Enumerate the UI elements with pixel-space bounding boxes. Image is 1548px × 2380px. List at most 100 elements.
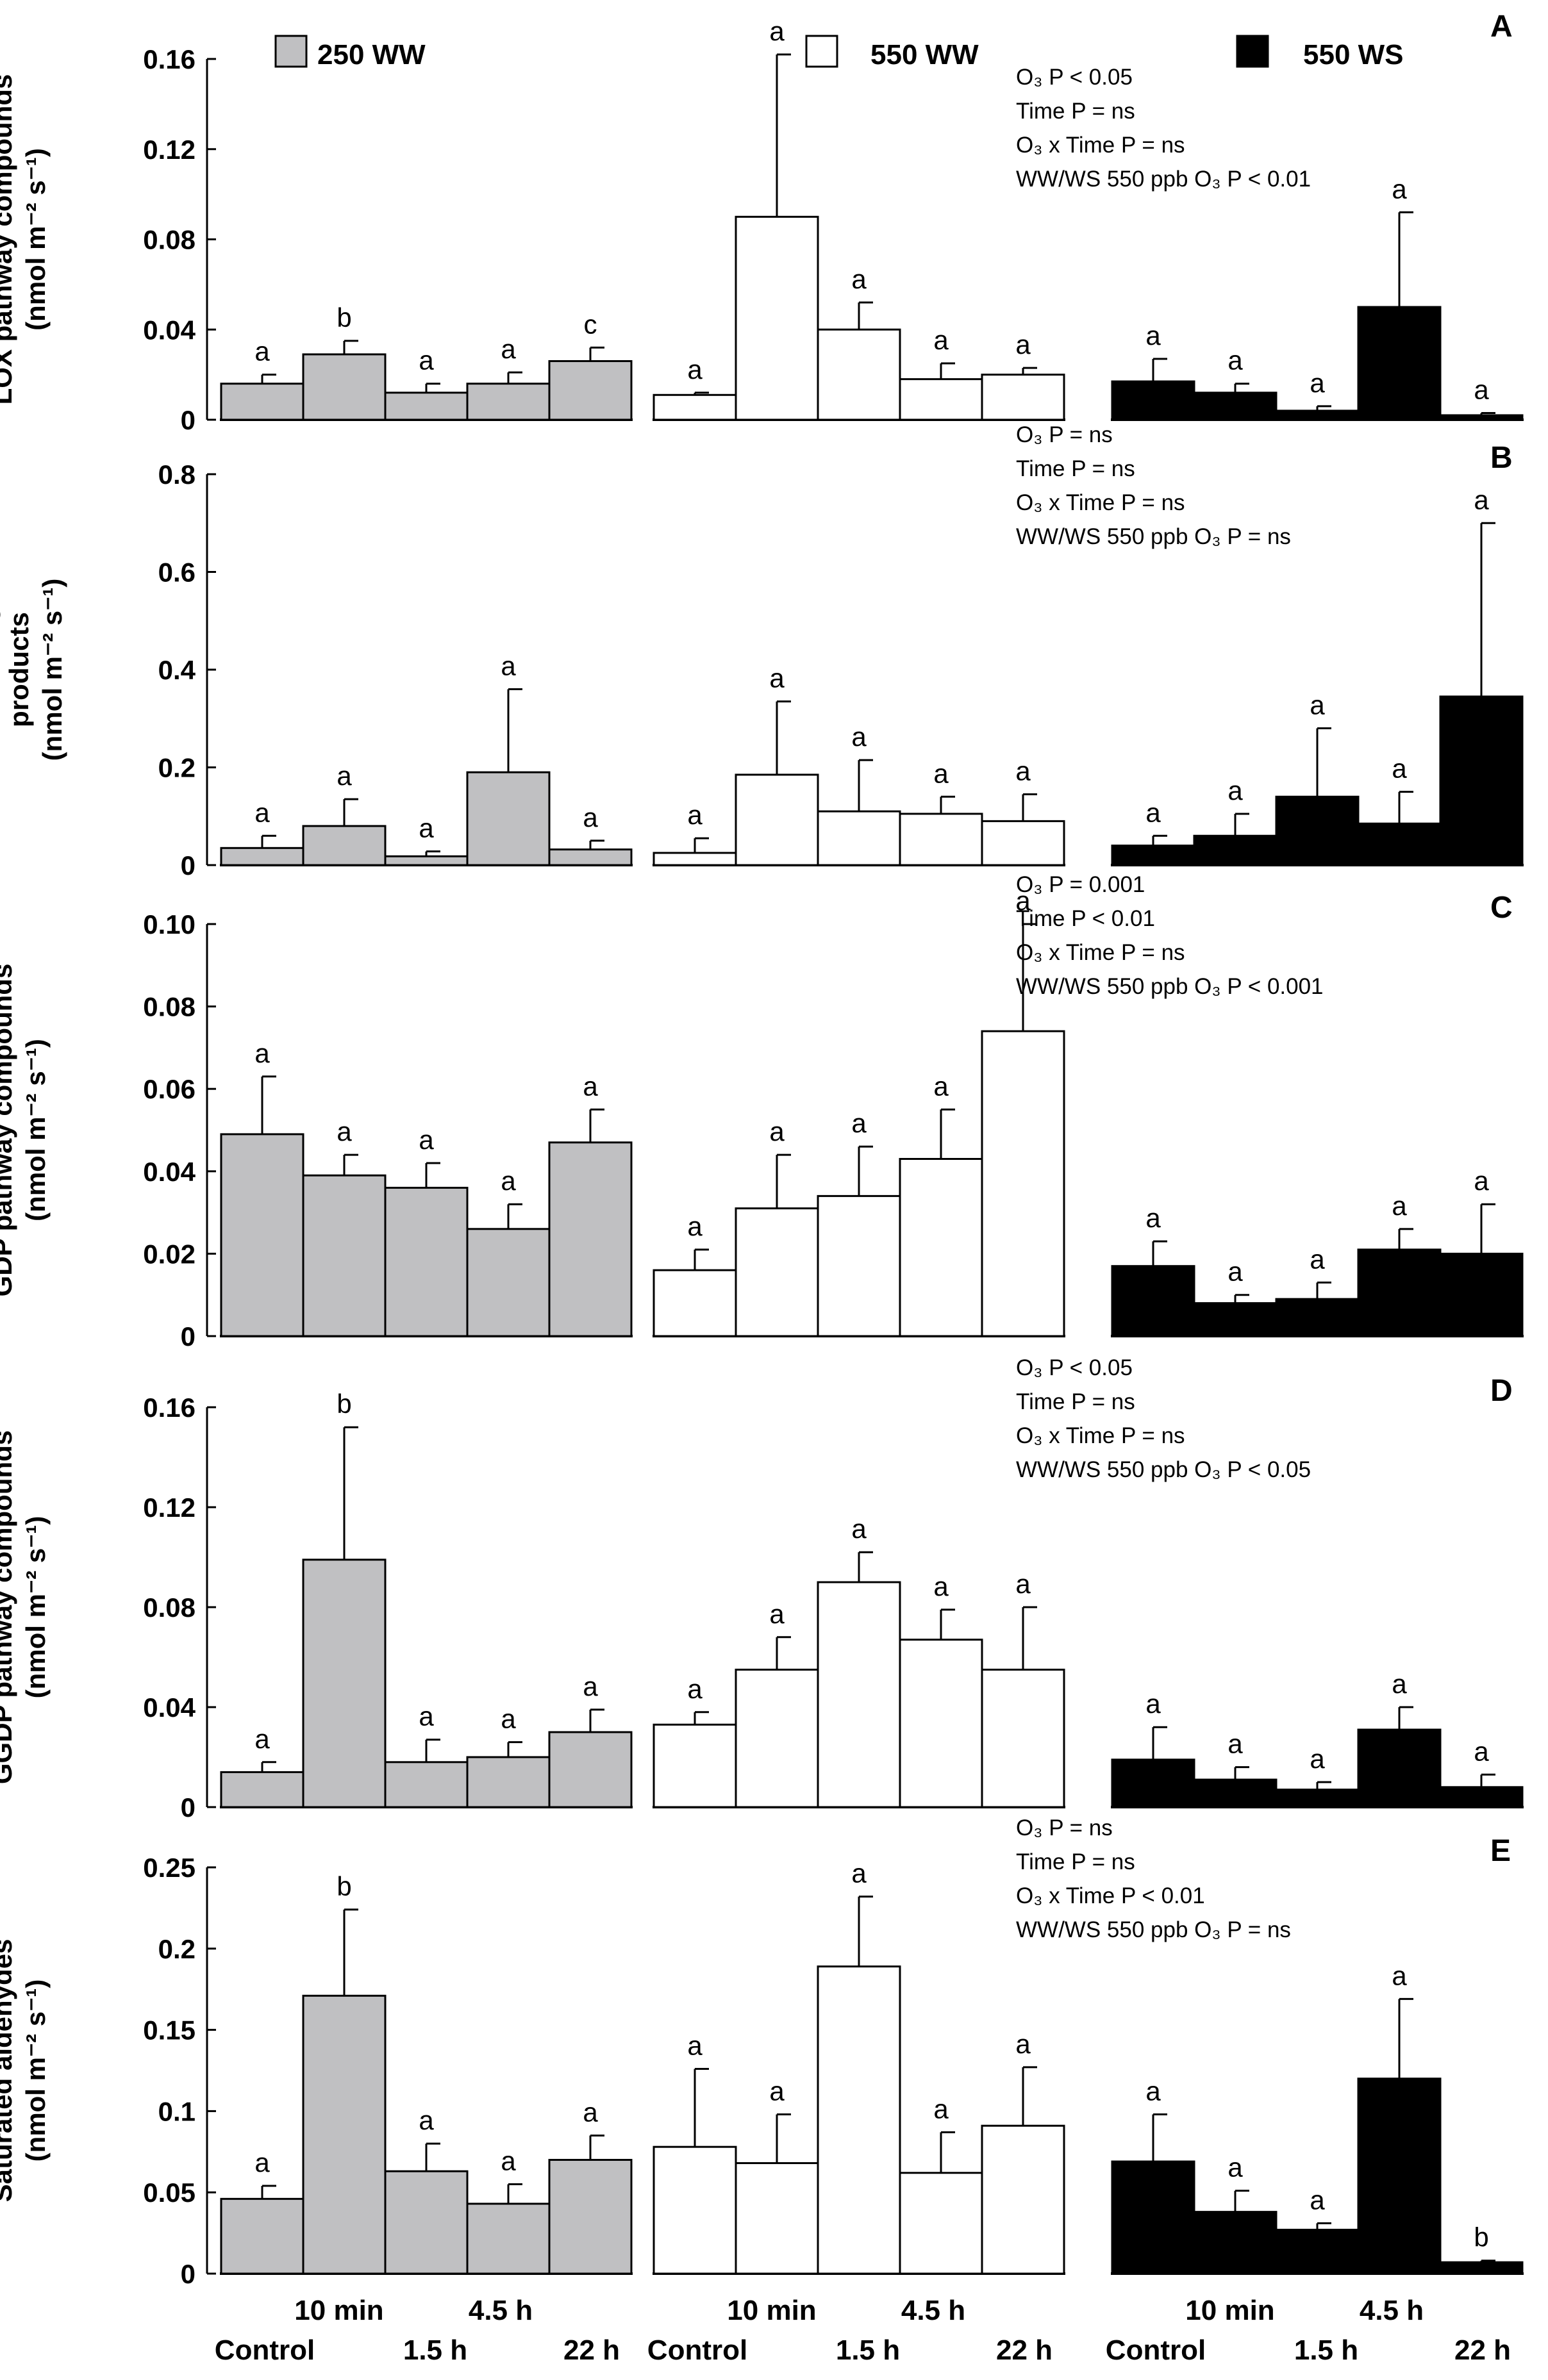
y-axis-label-line: Saturated aldehydes [0, 1939, 17, 2202]
x-tick-label: 10 min [294, 2295, 383, 2326]
significance-letter: a [1310, 1244, 1325, 1274]
bar [1439, 695, 1524, 866]
bar [1193, 1302, 1278, 1337]
bar [899, 1639, 983, 1808]
significance-letter: a [583, 802, 598, 832]
significance-letter: b [1474, 2222, 1488, 2252]
bar [1275, 1298, 1360, 1337]
y-tick-label: 0.04 [143, 1692, 196, 1723]
significance-letter: a [583, 1671, 598, 1701]
bar [735, 215, 819, 421]
significance-letter: a [501, 1704, 516, 1734]
x-tick-label: 22 h [1454, 2335, 1511, 2366]
stats-block: O₃ P = ns Time P = ns O₃ x Time P < 0.01 WW… [1016, 1815, 1291, 1942]
significance-letter: a [501, 2146, 516, 2176]
y-tick-label: 0.25 [143, 1853, 196, 1883]
significance-letter: a [1392, 174, 1407, 204]
significance-letter: a [1474, 1736, 1489, 1766]
significance-letter: a [254, 797, 270, 827]
bar [1357, 1248, 1442, 1337]
series-550-ww: a a a a a [653, 16, 1065, 421]
significance-letter: a [254, 1038, 270, 1068]
bar [220, 1133, 304, 1337]
significance-letter: a [851, 722, 867, 752]
significance-letter: a [1145, 797, 1161, 827]
bar [817, 328, 901, 421]
legend-item: 550 WW [805, 35, 979, 70]
stat-line: O₃ x Time P = ns [1016, 940, 1185, 965]
panel-c: 0 0.02 0.04 0.06 0.08 0.10 GDP pathway compoun… [0, 872, 1524, 1351]
bar [1193, 1778, 1278, 1808]
stats-block: O₃ P = 0.001 Time P < 0.01 O₃ x Time P = n… [1016, 872, 1324, 999]
bar [1275, 2229, 1360, 2275]
bar [653, 1269, 737, 1337]
significance-letter: a [1145, 1203, 1161, 1233]
significance-letter: a [933, 758, 949, 788]
series-550-ws: a a a a a [1111, 174, 1524, 421]
bar [817, 1194, 901, 1337]
stat-line: Time P = ns [1016, 1389, 1135, 1414]
legend-label: 250 WW [317, 39, 426, 70]
bar [548, 1731, 633, 1808]
bar [1357, 306, 1442, 421]
y-tick-label: 0.16 [143, 44, 196, 74]
stat-line: O₃ P < 0.05 [1016, 65, 1133, 90]
significance-letter: a [254, 336, 270, 367]
y-axis-label-line: (nmol m⁻² s⁻¹) [21, 1516, 51, 1699]
significance-letter: a [1145, 320, 1161, 351]
significance-letter: a [769, 2076, 785, 2106]
significance-letter: a [851, 1514, 867, 1544]
stat-line: O₃ x Time P = ns [1016, 133, 1185, 158]
legend-swatch [1236, 35, 1269, 68]
series-550-ws: a a a a a [1111, 1166, 1524, 1337]
bar [466, 1756, 551, 1808]
significance-letter: a [769, 1599, 785, 1629]
bar [1357, 2078, 1442, 2275]
bar [981, 1030, 1065, 1337]
significance-letter: a [1228, 2153, 1243, 2183]
significance-letter: a [1474, 1166, 1489, 1196]
significance-letter: a [1310, 368, 1325, 398]
significance-letter: a [583, 1071, 598, 1101]
significance-letter: a [337, 1116, 352, 1146]
significance-letter: a [933, 1571, 949, 1601]
significance-letter: a [933, 325, 949, 355]
series-250-ww: a a a a a [220, 651, 633, 866]
significance-letter: a [687, 354, 703, 384]
significance-letter: a [501, 651, 516, 681]
significance-letter: b [337, 1389, 351, 1419]
bar [1193, 834, 1278, 866]
y-axis-label-line: (nmol m⁻² s⁻¹) [21, 1039, 51, 1221]
stat-line: WW/WS 550 ppb O₃ P < 0.05 [1016, 1457, 1311, 1482]
bar [817, 1581, 901, 1808]
bar [1275, 1789, 1360, 1808]
significance-letter: a [1228, 1257, 1243, 1287]
significance-letter: a [933, 2094, 949, 2124]
stat-line: O₃ x Time P < 0.01 [1016, 1883, 1205, 1908]
y-tick-label: 0.04 [143, 1157, 196, 1187]
significance-letter: a [851, 264, 867, 294]
bar [302, 1994, 387, 2275]
significance-letter: a [254, 2147, 270, 2178]
y-tick-label: 0.2 [158, 1934, 196, 1964]
bar [981, 2124, 1065, 2275]
stat-line: WW/WS 550 ppb O₃ P = ns [1016, 1917, 1291, 1942]
significance-letter: a [687, 1674, 703, 1704]
bar [220, 383, 304, 421]
y-tick-label: 0.04 [143, 315, 196, 345]
legend-swatch [274, 35, 308, 68]
bar [384, 855, 469, 866]
series-550-ww: a a a a a [653, 886, 1065, 1337]
y-axis-label: Glucosinolate degradationproducts(nmol m… [0, 500, 67, 839]
y-axis-label-line: (nmol m⁻² s⁻¹) [37, 579, 67, 761]
bar [1111, 845, 1195, 866]
significance-letter: a [419, 345, 434, 376]
bar [653, 2145, 737, 2275]
x-tick-label: 4.5 h [901, 2295, 965, 2326]
panel-e: 0 0.05 0.1 0.15 0.2 0.25 Saturated aldehydes (n… [0, 1815, 1524, 2289]
legend-item: 550 WS [1236, 35, 1404, 70]
significance-letter: a [1392, 1960, 1407, 1990]
bar [899, 813, 983, 866]
x-tick-label: 22 h [996, 2335, 1053, 2366]
stats-block: O₃ P < 0.05 Time P = ns O₃ x Time P = ns WW… [1016, 65, 1311, 192]
